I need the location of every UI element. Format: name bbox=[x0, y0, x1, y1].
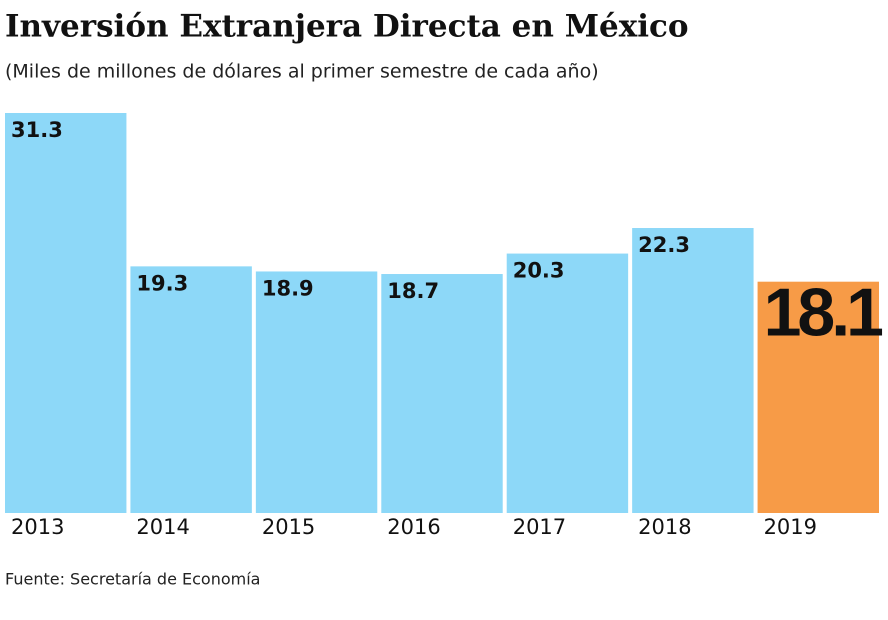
value-label: 19.3 bbox=[136, 271, 188, 295]
bar bbox=[255, 271, 378, 513]
chart-title: Inversión Extranjera Directa en México bbox=[5, 9, 689, 45]
bar bbox=[757, 281, 879, 513]
source-note: Fuente: Secretaría de Economía bbox=[5, 570, 260, 589]
x-tick-label: 2013 bbox=[11, 515, 64, 539]
value-label: 20.3 bbox=[513, 259, 565, 283]
value-label: 18.1 bbox=[764, 275, 883, 351]
bar bbox=[632, 228, 754, 513]
value-label: 18.7 bbox=[387, 279, 439, 303]
bar bbox=[506, 253, 629, 513]
value-label: 22.3 bbox=[638, 233, 690, 257]
value-label: 31.3 bbox=[11, 118, 63, 142]
chart-subtitle: (Miles de millones de dólares al primer … bbox=[5, 61, 599, 83]
bar bbox=[5, 113, 127, 513]
x-tick-label: 2016 bbox=[387, 515, 440, 539]
x-tick-label: 2018 bbox=[638, 515, 691, 539]
bar bbox=[381, 274, 503, 513]
value-label: 18.9 bbox=[262, 276, 314, 300]
x-tick-label: 2015 bbox=[262, 515, 315, 539]
x-tick-label: 2019 bbox=[764, 515, 817, 539]
x-tick-label: 2017 bbox=[513, 515, 566, 539]
x-tick-label: 2014 bbox=[136, 515, 189, 539]
bar bbox=[130, 266, 252, 513]
